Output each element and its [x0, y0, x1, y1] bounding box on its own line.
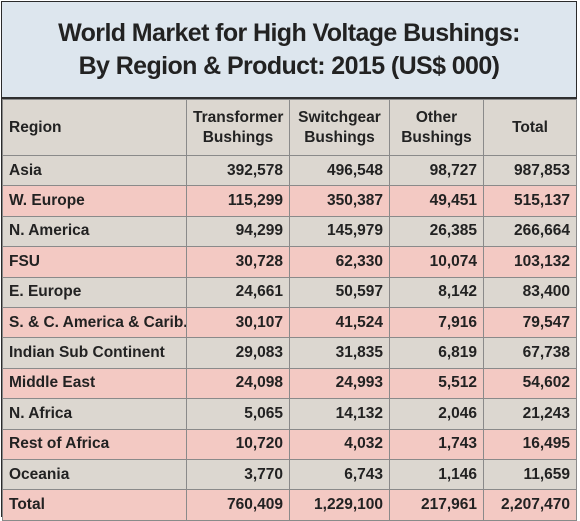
other-value-cell: 98,727 [389, 154, 484, 187]
switchgear-value-cell: 350,387 [289, 185, 390, 217]
total-value-cell: 266,664 [483, 215, 577, 248]
switchgear-value-cell: 6,743 [289, 458, 390, 491]
header-row: Region Transformer Bushings Switchgear Bus… [2, 99, 577, 156]
table-row: S. & C. America & Carib. 30,107 41,524 7,91… [2, 306, 577, 339]
title-line-2: By Region & Product: 2015 (US$ 000) [78, 51, 500, 80]
transformer-value-cell: 94,299 [186, 215, 290, 248]
transformer-value-cell: 760,409 [186, 489, 290, 521]
other-value-cell: 217,961 [389, 489, 484, 521]
total-value-cell: 21,243 [483, 398, 577, 430]
header-region: Region [2, 99, 187, 156]
table-row: Oceania 3,770 6,743 1,146 11,659 [2, 458, 577, 491]
transformer-value-cell: 5,065 [186, 398, 290, 430]
header-switchgear-bushings: Switchgear Bushings [289, 99, 390, 156]
total-value-cell: 103,132 [483, 246, 577, 278]
chart-title: World Market for High Voltage Bushings: … [2, 2, 576, 99]
switchgear-value-cell: 14,132 [289, 398, 390, 430]
region-cell: FSU [2, 246, 187, 278]
market-table: Region Transformer Bushings Switchgear Bus… [2, 99, 577, 521]
switchgear-value-cell: 4,032 [289, 428, 390, 460]
switchgear-value-cell: 145,979 [289, 215, 390, 248]
region-cell: Total [2, 489, 187, 521]
other-value-cell: 1,146 [389, 458, 484, 491]
total-value-cell: 54,602 [483, 367, 577, 400]
total-value-cell: 67,738 [483, 337, 577, 369]
total-value-cell: 79,547 [483, 306, 577, 339]
total-row: Total 760,409 1,229,100 217,961 2,207,470 [2, 489, 577, 521]
switchgear-value-cell: 62,330 [289, 246, 390, 278]
region-cell: S. & C. America & Carib. [2, 306, 187, 339]
switchgear-value-cell: 31,835 [289, 337, 390, 369]
region-cell: N. America [2, 215, 187, 248]
transformer-value-cell: 392,578 [186, 154, 290, 187]
switchgear-value-cell: 496,548 [289, 154, 390, 187]
header-total: Total [483, 99, 577, 156]
other-value-cell: 7,916 [389, 306, 484, 339]
other-value-cell: 26,385 [389, 215, 484, 248]
other-value-cell: 10,074 [389, 246, 484, 278]
region-cell: Middle East [2, 367, 187, 400]
table-row: Indian Sub Continent 29,083 31,835 6,819 67,… [2, 337, 577, 369]
transformer-value-cell: 29,083 [186, 337, 290, 369]
region-cell: Rest of Africa [2, 428, 187, 460]
transformer-value-cell: 115,299 [186, 185, 290, 217]
table-row: N. Africa 5,065 14,132 2,046 21,243 [2, 398, 577, 430]
total-value-cell: 987,853 [483, 154, 577, 187]
switchgear-value-cell: 41,524 [289, 306, 390, 339]
region-cell: N. Africa [2, 398, 187, 430]
table-row: Rest of Africa 10,720 4,032 1,743 16,495 [2, 428, 577, 460]
total-value-cell: 2,207,470 [483, 489, 577, 521]
table-row: FSU 30,728 62,330 10,074 103,132 [2, 246, 577, 278]
switchgear-value-cell: 1,229,100 [289, 489, 390, 521]
transformer-value-cell: 30,107 [186, 306, 290, 339]
header-transformer-bushings: Transformer Bushings [186, 99, 290, 156]
total-value-cell: 11,659 [483, 458, 577, 491]
table-body: Asia 392,578 496,548 98,727 987,853 W. Europe… [2, 154, 577, 521]
region-cell: W. Europe [2, 185, 187, 217]
other-value-cell: 6,819 [389, 337, 484, 369]
other-value-cell: 8,142 [389, 276, 484, 308]
transformer-value-cell: 3,770 [186, 458, 290, 491]
transformer-value-cell: 30,728 [186, 246, 290, 278]
table-row: W. Europe 115,299 350,387 49,451 515,137 [2, 185, 577, 217]
total-value-cell: 83,400 [483, 276, 577, 308]
region-cell: Indian Sub Continent [2, 337, 187, 369]
total-value-cell: 16,495 [483, 428, 577, 460]
other-value-cell: 1,743 [389, 428, 484, 460]
title-line-1: World Market for High Voltage Bushings: [58, 18, 520, 47]
table-row: E. Europe 24,661 50,597 8,142 83,400 [2, 276, 577, 308]
transformer-value-cell: 10,720 [186, 428, 290, 460]
other-value-cell: 5,512 [389, 367, 484, 400]
switchgear-value-cell: 24,993 [289, 367, 390, 400]
region-cell: Oceania [2, 458, 187, 491]
table-row: Asia 392,578 496,548 98,727 987,853 [2, 154, 577, 187]
transformer-value-cell: 24,661 [186, 276, 290, 308]
switchgear-value-cell: 50,597 [289, 276, 390, 308]
table-row: N. America 94,299 145,979 26,385 266,664 [2, 215, 577, 248]
region-cell: E. Europe [2, 276, 187, 308]
region-cell: Asia [2, 154, 187, 187]
other-value-cell: 49,451 [389, 185, 484, 217]
total-value-cell: 515,137 [483, 185, 577, 217]
header-other-bushings: Other Bushings [389, 99, 484, 156]
table-row: Middle East 24,098 24,993 5,512 54,602 [2, 367, 577, 400]
transformer-value-cell: 24,098 [186, 367, 290, 400]
other-value-cell: 2,046 [389, 398, 484, 430]
